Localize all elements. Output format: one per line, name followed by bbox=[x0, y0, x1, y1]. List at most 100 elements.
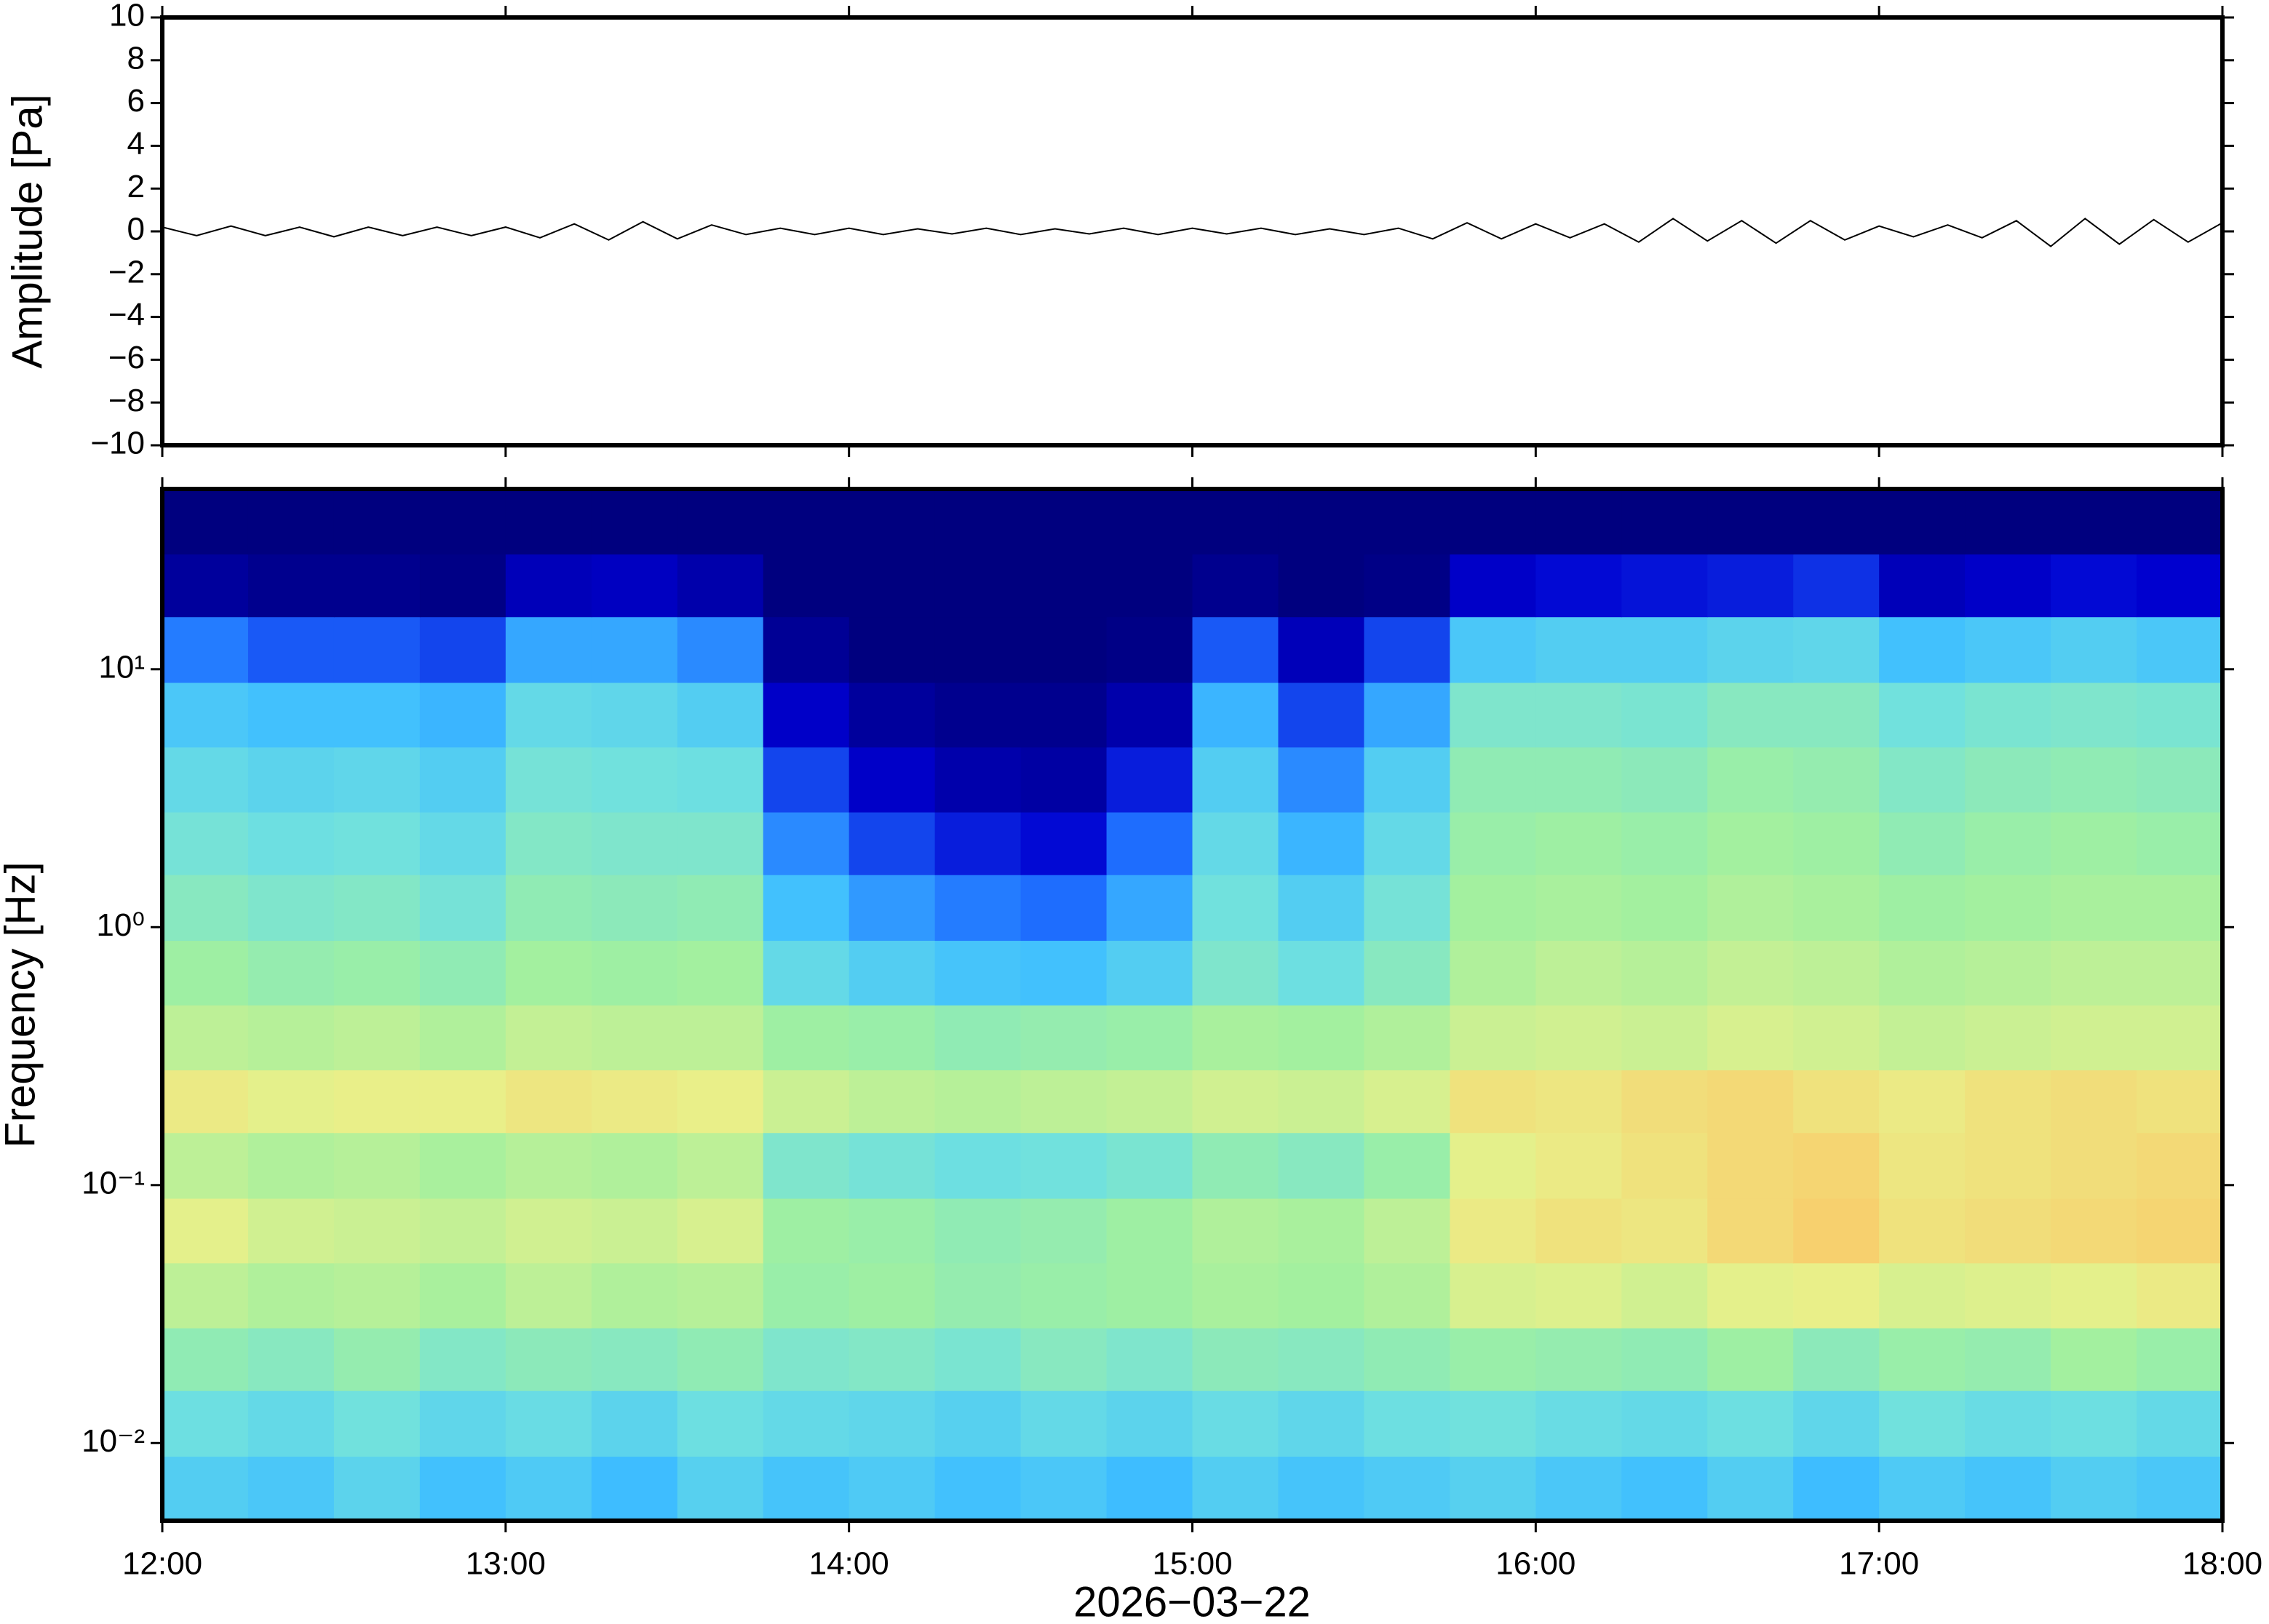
spectrogram-cell bbox=[1879, 1456, 1966, 1521]
spectrogram-cell bbox=[505, 874, 592, 942]
spectrogram-cell bbox=[247, 811, 335, 875]
spectrogram-cell bbox=[849, 489, 936, 555]
spectrogram-cell bbox=[1364, 940, 1451, 1006]
spectrogram-cell bbox=[1793, 1005, 1880, 1071]
spectrogram-cell bbox=[1793, 1070, 1880, 1134]
spectrogram-cell bbox=[162, 682, 249, 748]
spectrogram-cell bbox=[1535, 1070, 1623, 1134]
spectrogram-cell bbox=[763, 616, 850, 683]
spectrogram-cell bbox=[591, 1070, 678, 1134]
spectrogram-cell bbox=[162, 1070, 249, 1134]
spectrogram-cell bbox=[2051, 489, 2137, 555]
spectrogram-cell bbox=[934, 489, 1022, 555]
spectrogram-cell bbox=[1965, 1132, 2051, 1199]
x-tick-label: 12:00 bbox=[122, 1546, 202, 1582]
spectrogram-cell bbox=[1106, 489, 1193, 555]
spectrogram-cell bbox=[1793, 616, 1880, 683]
spectrogram-cell bbox=[162, 489, 249, 555]
spectrogram-cell bbox=[934, 616, 1022, 683]
spectrogram-cell bbox=[591, 554, 678, 618]
spectrogram-cell bbox=[419, 747, 506, 813]
y-axis-title: Frequency [Hz] bbox=[0, 861, 44, 1147]
spectrogram-cell bbox=[1535, 811, 1623, 875]
spectrogram-cell bbox=[1965, 682, 2051, 748]
spectrogram-cell bbox=[1965, 1456, 2051, 1521]
spectrogram-cell bbox=[1621, 554, 1709, 618]
spectrogram-cell bbox=[1450, 682, 1537, 748]
spectrogram-cell bbox=[1192, 1132, 1279, 1199]
spectrogram-cell bbox=[763, 874, 850, 942]
spectrogram-cell bbox=[505, 811, 592, 875]
spectrogram-cell bbox=[677, 940, 764, 1006]
spectrogram-cell bbox=[1793, 811, 1880, 875]
spectrogram-cell bbox=[1192, 874, 1279, 942]
y-axis-title: Amplitude [Pa] bbox=[4, 94, 51, 368]
spectrogram-cell bbox=[1879, 747, 1966, 813]
spectrogram-cell bbox=[763, 489, 850, 555]
spectrogram-cell bbox=[2051, 1070, 2137, 1134]
spectrogram-cell bbox=[1965, 1005, 2051, 1071]
spectrogram-cell bbox=[1364, 1005, 1451, 1071]
spectrogram-cell bbox=[247, 554, 335, 618]
spectrogram-cell bbox=[1106, 1390, 1193, 1457]
spectrogram-cell bbox=[1793, 554, 1880, 618]
spectrogram-cell bbox=[1192, 1327, 1279, 1391]
spectrogram-cell bbox=[2051, 1262, 2137, 1329]
spectrogram-cell bbox=[1965, 811, 2051, 875]
spectrogram-cell bbox=[934, 1456, 1022, 1521]
spectrogram-cell bbox=[1278, 1456, 1365, 1521]
spectrogram-cell bbox=[2051, 874, 2137, 942]
spectrogram-cell bbox=[1707, 1390, 1795, 1457]
spectrogram-cell bbox=[1106, 1005, 1193, 1071]
spectrogram-cell bbox=[1793, 1198, 1880, 1264]
spectrogram-cell bbox=[1020, 811, 1108, 875]
spectrogram-cell bbox=[2137, 1456, 2223, 1521]
spectrogram-cell bbox=[505, 1198, 592, 1264]
spectrogram-cell bbox=[247, 682, 335, 748]
spectrogram-cell bbox=[419, 489, 506, 555]
spectrogram-cell bbox=[1879, 1327, 1966, 1391]
spectrogram-cell bbox=[1793, 940, 1880, 1006]
spectrogram-cell bbox=[1450, 1327, 1537, 1391]
spectrogram-cell bbox=[2137, 489, 2223, 555]
spectrogram-cell bbox=[1535, 554, 1623, 618]
spectrogram-cell bbox=[1707, 616, 1795, 683]
spectrogram-cell bbox=[2137, 1005, 2223, 1071]
spectrogram-cell bbox=[505, 1262, 592, 1329]
spectrogram-cell bbox=[419, 616, 506, 683]
spectrogram-cell bbox=[934, 747, 1022, 813]
spectrogram-cell bbox=[1621, 1132, 1709, 1199]
y-tick-label: 8 bbox=[127, 40, 145, 76]
spectrogram-cell bbox=[1364, 1262, 1451, 1329]
spectrogram-cell bbox=[849, 1262, 936, 1329]
spectrogram-cell bbox=[419, 1390, 506, 1457]
spectrogram-cell bbox=[1364, 1327, 1451, 1391]
spectrogram-cell bbox=[1621, 1262, 1709, 1329]
spectrogram-cell bbox=[591, 811, 678, 875]
spectrogram-cell bbox=[1278, 1070, 1365, 1134]
spectrogram-cell bbox=[1278, 489, 1365, 555]
spectrogram-cell bbox=[1020, 1327, 1108, 1391]
spectrogram-cell bbox=[849, 811, 936, 875]
spectrogram-cell bbox=[1793, 1132, 1880, 1199]
spectrogram-cell bbox=[1450, 940, 1537, 1006]
spectrogram-cell bbox=[1621, 747, 1709, 813]
spectrogram-cell bbox=[1707, 747, 1795, 813]
spectrogram-cell bbox=[1020, 874, 1108, 942]
waveform bbox=[162, 218, 2223, 247]
spectrogram-cell bbox=[934, 811, 1022, 875]
spectrogram-cell bbox=[1020, 1390, 1108, 1457]
spectrogram-cell bbox=[2137, 1198, 2223, 1264]
spectrogram-cell bbox=[591, 1456, 678, 1521]
spectrogram-cell bbox=[1278, 554, 1365, 618]
spectrogram-cell bbox=[1707, 811, 1795, 875]
spectrogram-cell bbox=[419, 1005, 506, 1071]
spectrogram-cell bbox=[1278, 747, 1365, 813]
spectrogram-cell bbox=[1621, 1198, 1709, 1264]
spectrogram-cell bbox=[1364, 811, 1451, 875]
spectrogram-cell bbox=[1106, 1132, 1193, 1199]
spectrogram-cell bbox=[1879, 554, 1966, 618]
spectrogram-cell bbox=[934, 940, 1022, 1006]
spectrogram-cell bbox=[2051, 811, 2137, 875]
spectrogram-cell bbox=[419, 1456, 506, 1521]
